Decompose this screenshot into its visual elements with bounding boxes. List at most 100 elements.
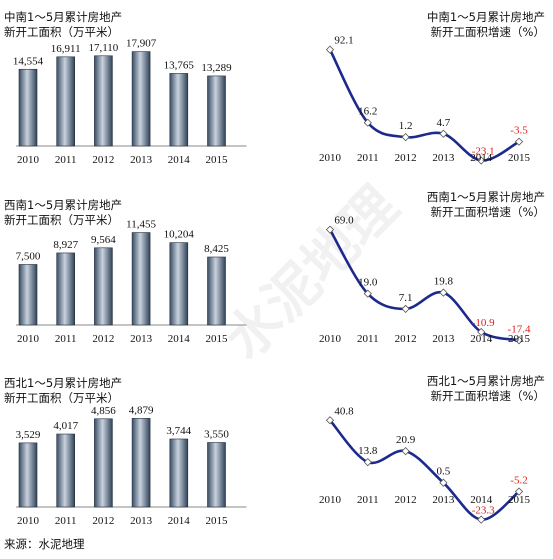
x-tick-label: 2012 [92,154,114,166]
data-label: 16,911 [51,43,81,55]
x-tick-label: 2012 [92,333,114,345]
x-tick-label: 2015 [508,333,531,345]
bar [207,442,226,508]
data-label: 13,765 [164,59,195,71]
data-label: 3,550 [204,429,229,441]
x-tick-label: 2011 [55,154,77,166]
data-label: 13.8 [358,445,378,457]
data-label: 92.1 [334,35,353,47]
data-point [514,487,524,496]
x-tick-label: 2011 [55,515,77,527]
bar [18,68,38,147]
bar [56,252,76,326]
data-label: -3.5 [510,125,528,137]
bar [131,51,151,147]
data-point [477,515,486,524]
data-label: 69.0 [334,215,354,227]
data-point [325,45,335,54]
data-label: 7,500 [16,250,41,262]
data-point [363,458,372,467]
data-label: 4,879 [129,404,154,416]
x-tick-label: 2012 [92,515,114,527]
x-tick-label: 2010 [17,154,40,166]
data-label: 40.8 [334,405,354,417]
data-label: 14,554 [13,55,44,67]
data-point [401,304,410,314]
data-label: 17,907 [126,38,157,50]
x-tick-label: 2010 [17,515,40,527]
bar [131,418,151,508]
bar [18,442,38,508]
data-label: 4,856 [91,405,116,417]
data-point [439,478,448,487]
source-note: 来源：水泥地理 [4,537,85,551]
data-label: -10.9 [472,317,495,329]
x-tick-label: 2010 [319,494,342,506]
data-label: 9,564 [91,234,116,246]
title-line-xibei: 西北1～5月累计房地产 新开工面积增速（%） [426,374,545,403]
bar [56,433,76,508]
x-tick-label: 2010 [319,333,342,345]
x-tick-label: 2014 [470,152,493,164]
data-label: 19.0 [358,277,378,289]
bar [169,73,189,147]
data-point [514,336,524,345]
bar [169,242,189,326]
bar [131,232,151,326]
title-line-zhongnan: 中南1～5月累计房地产 新开工面积增速（%） [426,10,545,39]
x-tick-label: 2011 [357,494,379,506]
x-tick-label: 2014 [470,333,493,345]
data-label: 13,289 [201,62,232,74]
data-label: 8,425 [204,243,229,255]
bar [94,418,113,508]
x-tick-label: 2012 [395,333,417,345]
bar [207,256,226,326]
x-tick-label: 2013 [130,515,153,527]
title-bar-xibei: 西北1～5月累计房地产 新开工面积（万平米） [4,376,123,405]
x-tick-label: 2014 [168,515,191,527]
bar [18,264,38,326]
x-tick-label: 2011 [55,333,77,345]
x-tick-label: 2013 [130,333,153,345]
title-line-xinan: 西南1～5月累计房地产 新开工面积增速（%） [426,190,545,219]
x-tick-label: 2012 [395,152,417,164]
x-tick-label: 2014 [470,494,493,506]
data-point [477,156,486,165]
data-label: 8,927 [53,239,78,251]
data-label: 1.2 [399,120,413,132]
data-point [477,327,486,337]
title-bar-xinan: 西南1～5月累计房地产 新开工面积（万平米） [4,198,123,227]
data-label: 7.1 [399,292,413,304]
x-tick-label: 2010 [17,333,40,345]
x-tick-label: 2015 [508,152,531,164]
x-tick-label: 2013 [432,152,455,164]
data-point [514,137,524,146]
x-tick-label: 2012 [395,494,417,506]
data-point [401,133,410,142]
bar [56,56,76,147]
data-point [439,129,448,138]
data-label: 17,110 [88,42,118,54]
data-label: 4.7 [437,117,451,129]
data-label: 10,204 [164,229,195,241]
bar [169,438,189,508]
x-tick-label: 2015 [206,515,229,527]
x-tick-label: 2013 [432,494,455,506]
title-bar-zhongnan: 中南1～5月累计房地产 新开工面积（万平米） [4,10,123,39]
data-point [363,118,372,127]
data-label: 19.8 [434,276,454,288]
data-label: -23.1 [472,146,495,158]
x-tick-label: 2015 [206,154,229,166]
x-tick-label: 2011 [357,333,379,345]
data-label: -23.3 [472,505,495,517]
data-label: 0.5 [437,466,451,478]
bar [207,75,226,147]
data-point [325,225,335,234]
data-point [325,416,335,425]
data-label: 3,529 [16,429,41,441]
data-point [401,447,410,456]
bar [94,55,113,147]
x-tick-label: 2010 [319,152,342,164]
data-label: 11,455 [126,219,156,231]
